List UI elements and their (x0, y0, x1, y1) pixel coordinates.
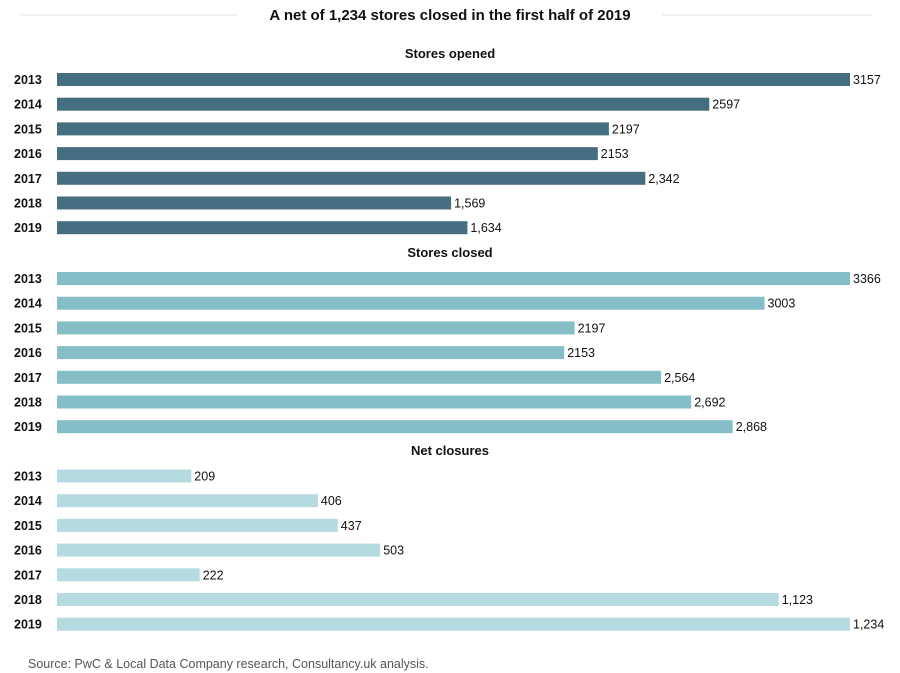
bar (57, 73, 850, 86)
bar (57, 296, 765, 310)
bar (57, 494, 318, 508)
panel-title: Stores opened (405, 46, 495, 61)
category-label: 2017 (14, 371, 42, 385)
panel-2: Net closures 2013 209 2014 406 2015 437 2016 503… (14, 443, 884, 632)
source-note: Source: PwC & Local Data Company researc… (28, 657, 429, 671)
value-label: 1,234 (853, 618, 884, 632)
bar (57, 518, 338, 532)
category-label: 2016 (14, 147, 42, 161)
value-label: 437 (341, 519, 362, 533)
value-label: 2,564 (664, 371, 695, 385)
category-label: 2019 (14, 420, 42, 434)
bar (57, 469, 192, 483)
category-label: 2014 (14, 494, 42, 508)
panels-layer: Stores opened 2013 3157 2014 2597 2015 2197 201… (14, 46, 884, 632)
value-label: 1,634 (470, 221, 501, 235)
category-label: 2014 (14, 98, 42, 112)
category-label: 2013 (14, 470, 42, 484)
value-label: 2,692 (694, 396, 725, 410)
bar (57, 420, 733, 434)
category-label: 2015 (14, 519, 42, 533)
bar (57, 346, 565, 360)
panel-1: Stores closed 2013 3366 2014 3003 2015 2197 201… (14, 245, 881, 434)
value-label: 1,569 (454, 197, 485, 211)
value-label: 2197 (578, 321, 606, 335)
bar (57, 272, 850, 285)
value-label: 3366 (853, 272, 881, 286)
category-label: 2014 (14, 297, 42, 311)
chart-title: A net of 1,234 stores closed in the firs… (269, 7, 630, 24)
value-label: 2597 (712, 98, 740, 112)
bar (57, 568, 200, 582)
value-label: 3157 (853, 73, 881, 87)
category-label: 2018 (14, 197, 42, 211)
panel-title: Stores closed (407, 245, 492, 260)
category-label: 2019 (14, 221, 42, 235)
category-label: 2019 (14, 618, 42, 632)
bar (57, 97, 710, 111)
bar (57, 147, 598, 161)
category-label: 2017 (14, 568, 42, 582)
bar (57, 122, 609, 136)
bar (57, 593, 779, 606)
category-label: 2013 (14, 272, 42, 286)
value-label: 2153 (567, 346, 595, 360)
category-label: 2016 (14, 346, 42, 360)
panel-0: Stores opened 2013 3157 2014 2597 2015 2197 201… (14, 46, 881, 235)
bar (57, 171, 646, 185)
bar (57, 196, 452, 210)
value-label: 3003 (768, 297, 796, 311)
category-label: 2018 (14, 593, 42, 607)
value-label: 2,868 (736, 420, 767, 434)
value-label: 2197 (612, 122, 640, 136)
category-label: 2013 (14, 73, 42, 87)
bar (57, 395, 692, 409)
bar (57, 221, 468, 235)
category-label: 2015 (14, 122, 42, 136)
category-label: 2016 (14, 544, 42, 558)
value-label: 406 (321, 494, 342, 508)
value-label: 209 (194, 470, 215, 484)
bar (57, 543, 381, 557)
value-label: 503 (383, 544, 404, 558)
category-label: 2018 (14, 396, 42, 410)
value-label: 2,342 (648, 172, 679, 186)
value-label: 2153 (601, 147, 629, 161)
category-label: 2015 (14, 321, 42, 335)
bar (57, 370, 662, 384)
bar (57, 321, 575, 335)
bar (57, 617, 850, 631)
value-label: 222 (203, 568, 224, 582)
category-label: 2017 (14, 172, 42, 186)
value-label: 1,123 (782, 593, 813, 607)
panel-title: Net closures (411, 443, 489, 458)
